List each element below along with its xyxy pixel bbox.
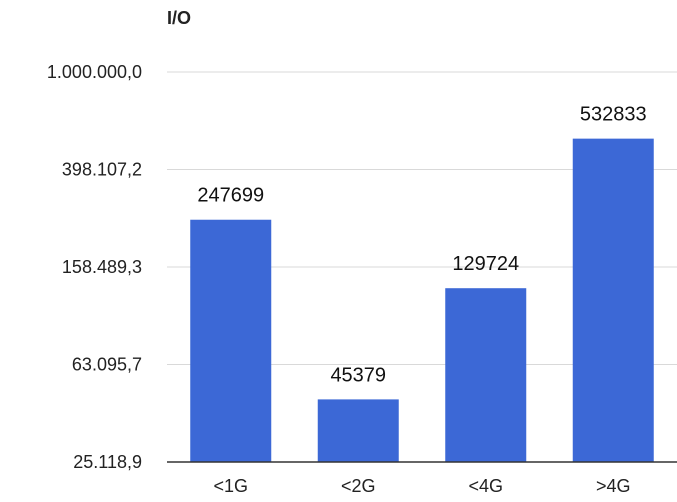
y-axis-ticks: 25.118,9 63.095,7 158.489,3 398.107,2 1.000.…	[47, 62, 142, 472]
y-tick-label: 25.118,9	[73, 452, 142, 472]
x-tick-label: <1G	[213, 476, 248, 496]
bar	[445, 288, 527, 462]
category-labels: <1G <2G <4G >4G	[213, 476, 630, 496]
data-labels: 247699 45379 129724 532833	[197, 104, 646, 387]
data-label: 129724	[452, 253, 519, 275]
y-tick-label: 158.489,3	[62, 257, 142, 277]
x-tick-label: <2G	[341, 476, 376, 496]
y-axis-title: I/O	[167, 8, 191, 28]
data-label: 532833	[580, 104, 647, 126]
y-tick-label: 63.095,7	[72, 355, 142, 375]
data-label: 45379	[330, 364, 386, 386]
bar	[317, 399, 399, 462]
bar	[190, 219, 272, 462]
bar	[572, 138, 654, 463]
y-tick-label: 1.000.000,0	[47, 62, 142, 82]
y-tick-label: 398.107,2	[62, 160, 142, 180]
data-label: 247699	[197, 185, 264, 207]
x-tick-label: <4G	[468, 476, 503, 496]
bars	[190, 138, 654, 463]
x-tick-label: >4G	[596, 476, 631, 496]
